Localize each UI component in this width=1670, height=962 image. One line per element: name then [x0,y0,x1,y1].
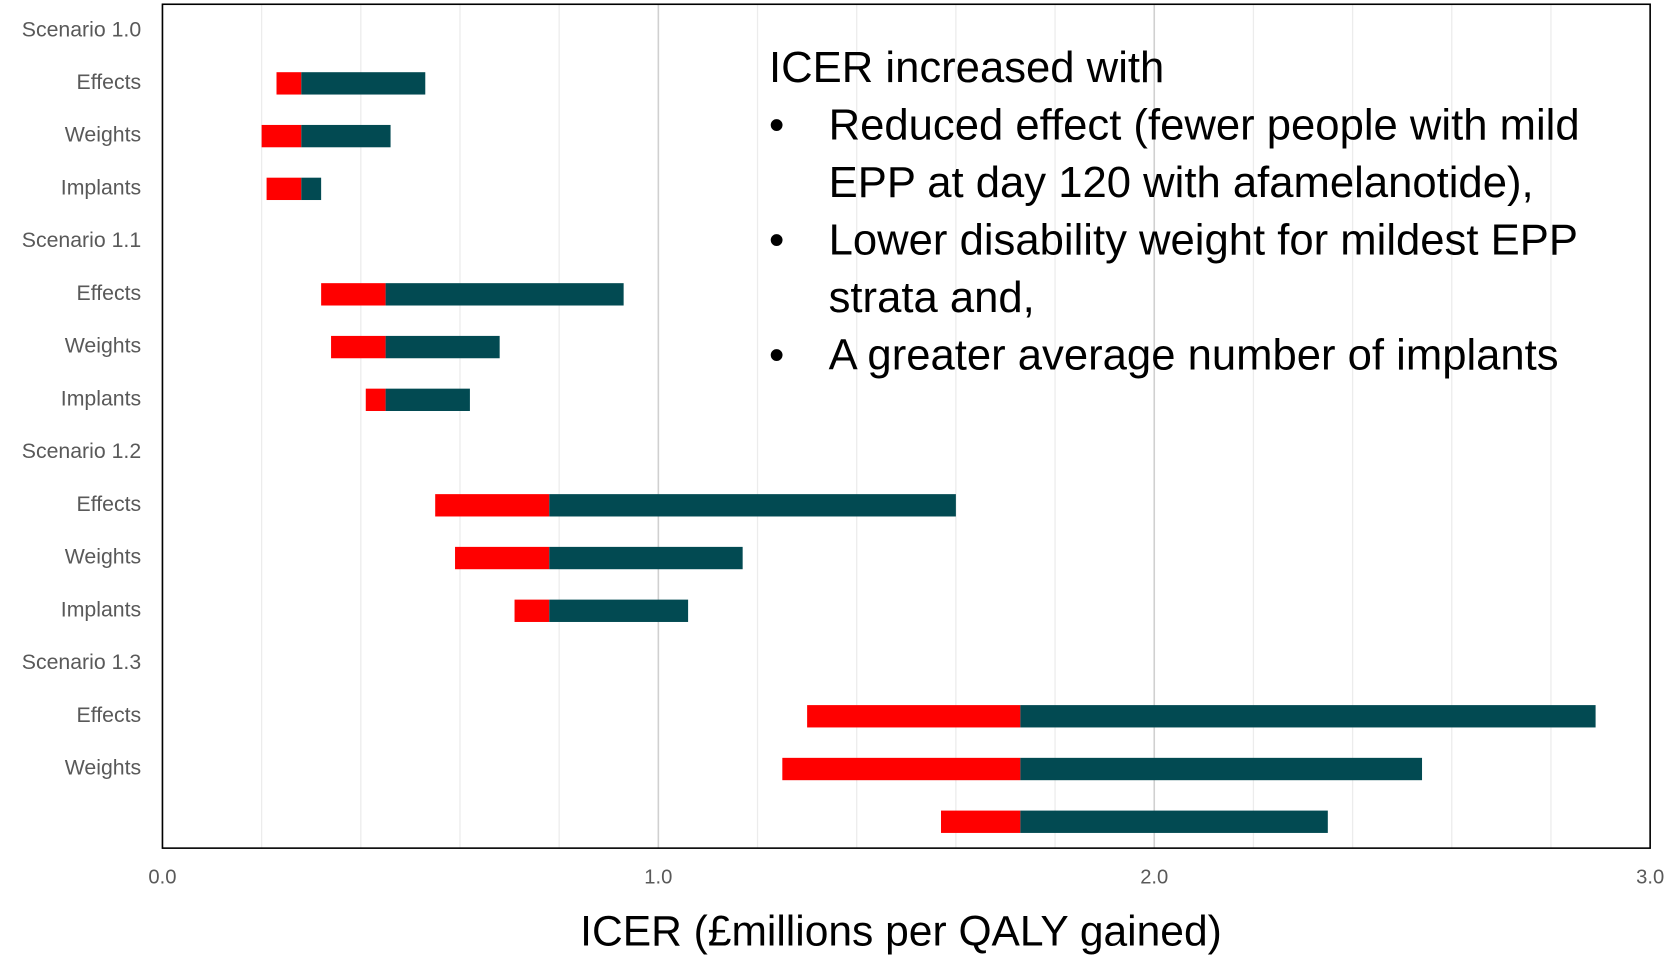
bar-low-segment [331,335,386,359]
bar-low-segment [365,388,386,411]
y-tick-label: Scenario 1.3 [22,650,141,674]
bar-low-segment [435,494,550,517]
bar-low-segment [941,810,1021,833]
y-tick-label: Effects [77,281,142,305]
annotation-bullet: Lower disability weight for mildest EPP … [769,211,1663,326]
y-tick-label: Weights [65,756,141,780]
annotation-heading: ICER increased with [769,42,1165,92]
x-tick-label: 3.0 [1636,866,1664,888]
y-tick-label: Effects [77,703,142,727]
annotation-bullet: Reduced effect (fewer people with mild E… [769,96,1663,211]
annotation: ICER increased with Reduced effect (fewe… [769,38,1663,442]
bar-high-segment [385,388,470,411]
bar-low-segment [261,124,302,148]
y-tick-label: Weights [65,123,141,147]
y-tick-label: Weights [65,334,141,358]
plot-frame [161,3,1651,849]
bar-low-segment [276,72,302,95]
x-tick-label: 1.0 [644,866,672,888]
bar-low-segment [266,177,302,201]
y-tick-label: Implants [61,175,141,199]
y-tick-label: Implants [61,597,141,621]
bar-low-segment [782,757,1021,781]
bar-low-segment [514,599,550,622]
x-tick-label: 0.0 [148,866,176,888]
bar-low-segment [455,546,550,570]
bars [261,72,1596,833]
y-tick-label: Implants [61,386,141,410]
annotation-bullet: A greater average number of implants [769,326,1663,383]
bar-high-segment [549,494,956,517]
y-tick-label: Effects [77,492,142,516]
bar-high-segment [301,72,426,95]
bar-high-segment [1020,757,1423,781]
bar-high-segment [549,599,689,622]
bar-high-segment [1020,810,1328,833]
bar-low-segment [807,705,1021,728]
x-tick-label: 2.0 [1140,866,1168,888]
x-axis-title: ICER (£millions per QALY gained) [580,908,1222,956]
annotation-list: Reduced effect (fewer people with mild E… [769,96,1663,383]
y-tick-label: Scenario 1.2 [22,439,141,463]
annotation-text: ICER increased with Reduced effect (fewe… [769,38,1663,384]
bar-high-segment [1020,705,1596,728]
y-tick-label: Scenario 1.1 [22,228,141,252]
y-tick-label: Weights [65,545,141,569]
y-tick-label: Scenario 1.0 [22,17,141,41]
bar-high-segment [549,546,743,570]
bar-high-segment [301,124,391,148]
bar-high-segment [385,335,500,359]
bar-high-segment [301,177,322,201]
y-tick-label: Effects [77,70,142,94]
bar-low-segment [321,283,386,306]
bar-high-segment [385,283,624,306]
